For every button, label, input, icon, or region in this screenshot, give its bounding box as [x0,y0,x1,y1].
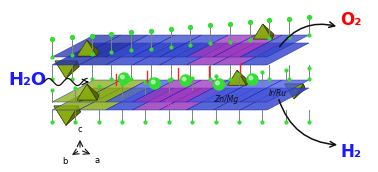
Polygon shape [77,84,97,100]
Polygon shape [66,61,79,79]
Polygon shape [55,61,79,67]
Polygon shape [79,35,148,57]
Polygon shape [213,43,282,65]
Text: a: a [94,156,99,165]
Circle shape [182,77,186,81]
Polygon shape [106,88,175,110]
Polygon shape [52,88,121,110]
Text: H₂O: H₂O [8,71,46,89]
Polygon shape [79,43,148,65]
Polygon shape [77,40,97,56]
Polygon shape [285,84,304,99]
Text: Ir/Ru: Ir/Ru [269,88,287,97]
Polygon shape [55,61,77,79]
Polygon shape [79,80,148,102]
Polygon shape [186,88,255,110]
Polygon shape [253,24,272,39]
Polygon shape [52,35,121,57]
Polygon shape [54,106,81,112]
Polygon shape [186,35,255,57]
Polygon shape [106,80,175,102]
Polygon shape [52,80,121,102]
Polygon shape [77,84,97,100]
Polygon shape [228,70,246,85]
Polygon shape [77,40,97,56]
Polygon shape [66,61,79,79]
Circle shape [180,75,191,86]
Polygon shape [294,84,305,99]
Circle shape [118,73,129,84]
Polygon shape [263,24,274,39]
Polygon shape [160,35,228,57]
Polygon shape [253,34,274,39]
Polygon shape [228,80,248,85]
Text: O₂: O₂ [340,11,361,29]
Circle shape [214,79,225,90]
Polygon shape [285,84,304,99]
Polygon shape [66,106,81,125]
Polygon shape [77,95,99,100]
Polygon shape [55,61,77,79]
Polygon shape [54,106,78,125]
Text: c: c [78,125,82,134]
Polygon shape [240,88,309,110]
Polygon shape [240,43,309,65]
Polygon shape [237,70,248,85]
Circle shape [149,78,160,89]
Circle shape [247,74,258,85]
Circle shape [121,75,124,79]
Polygon shape [160,88,228,110]
Polygon shape [263,24,274,39]
Text: b: b [62,158,68,166]
Polygon shape [133,80,201,102]
Circle shape [152,80,155,84]
Text: Al: Al [163,100,172,109]
Polygon shape [54,106,78,125]
Polygon shape [240,80,309,102]
Polygon shape [213,35,282,57]
Polygon shape [186,43,255,65]
Polygon shape [186,80,255,102]
Polygon shape [160,80,228,102]
Polygon shape [285,84,305,89]
Text: Zn/Mg: Zn/Mg [215,95,239,104]
Polygon shape [133,88,201,110]
Polygon shape [240,35,309,57]
Text: H₂: H₂ [340,143,361,161]
Circle shape [216,81,219,85]
Polygon shape [253,24,272,39]
Polygon shape [294,84,305,99]
Polygon shape [79,88,148,110]
Polygon shape [133,35,201,57]
Polygon shape [87,40,99,56]
Polygon shape [237,70,248,85]
Polygon shape [87,84,99,100]
Polygon shape [106,35,175,57]
Polygon shape [87,84,99,100]
Polygon shape [213,80,282,102]
Polygon shape [160,43,228,65]
Polygon shape [106,43,175,65]
Polygon shape [133,43,201,65]
Polygon shape [228,70,246,85]
Circle shape [249,76,253,80]
Polygon shape [52,43,121,65]
Polygon shape [87,40,99,56]
Polygon shape [213,88,282,110]
Polygon shape [77,51,99,56]
Polygon shape [66,106,81,125]
